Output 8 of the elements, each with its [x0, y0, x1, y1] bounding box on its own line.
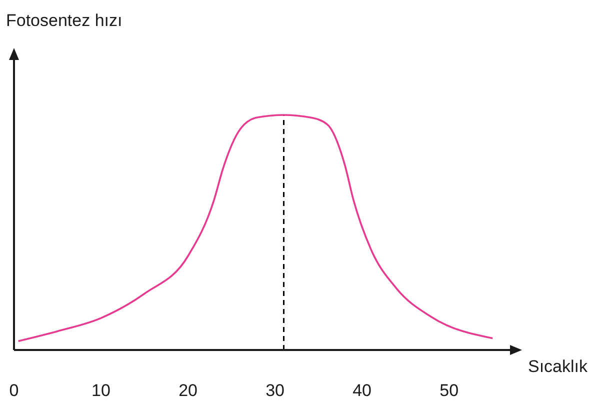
x-tick-label: 0	[9, 381, 19, 400]
x-tick-label: 20	[178, 381, 198, 400]
x-tick-label: 10	[92, 381, 110, 400]
x-tick-label: 50	[440, 381, 459, 400]
x-axis-title: Sıcaklık	[528, 357, 588, 376]
x-tick-label: 30	[266, 381, 285, 400]
y-axis-title: Fotosentez hızı	[6, 11, 122, 30]
x-tick-label: 40	[352, 381, 372, 400]
